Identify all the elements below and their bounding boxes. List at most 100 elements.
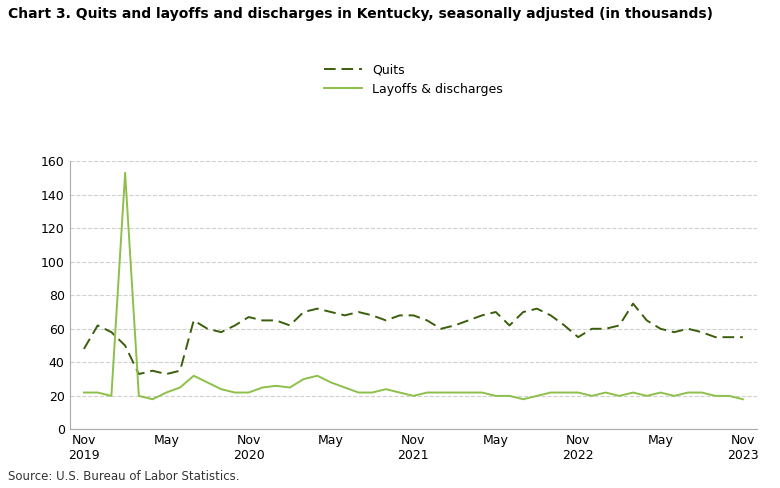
Quits <box>285 323 295 328</box>
Layoffs & discharges <box>629 389 638 395</box>
Layoffs & discharges <box>285 385 295 390</box>
Quits <box>340 312 349 318</box>
Layoffs & discharges <box>573 389 583 395</box>
Quits <box>381 318 391 324</box>
Layoffs & discharges <box>697 389 707 395</box>
Quits <box>683 326 693 332</box>
Layoffs & discharges <box>257 385 267 390</box>
Text: Source: U.S. Bureau of Labor Statistics.: Source: U.S. Bureau of Labor Statistics. <box>8 470 239 483</box>
Quits <box>409 312 418 318</box>
Quits <box>176 368 185 374</box>
Quits <box>313 305 322 311</box>
Quits <box>423 318 432 324</box>
Quits <box>505 323 514 328</box>
Layoffs & discharges <box>189 373 198 379</box>
Quits <box>629 301 638 306</box>
Layoffs & discharges <box>326 380 335 386</box>
Layoffs & discharges <box>176 385 185 390</box>
Layoffs & discharges <box>217 386 226 392</box>
Quits <box>450 323 459 328</box>
Quits <box>367 312 377 318</box>
Layoffs & discharges <box>395 389 404 395</box>
Quits <box>217 329 226 335</box>
Quits <box>107 329 116 335</box>
Layoffs & discharges <box>463 389 473 395</box>
Legend: Quits, Layoffs & discharges: Quits, Layoffs & discharges <box>324 63 502 96</box>
Quits <box>519 309 528 315</box>
Quits <box>257 318 267 324</box>
Quits <box>80 346 89 352</box>
Layoffs & discharges <box>244 389 254 395</box>
Quits <box>244 314 254 320</box>
Quits <box>436 326 445 332</box>
Layoffs & discharges <box>505 393 514 399</box>
Layoffs & discharges <box>532 393 541 399</box>
Layoffs & discharges <box>80 389 89 395</box>
Text: Chart 3. Quits and layoffs and discharges in Kentucky, seasonally adjusted (in t: Chart 3. Quits and layoffs and discharge… <box>8 7 713 21</box>
Layoffs & discharges <box>271 383 281 389</box>
Quits <box>230 323 239 328</box>
Quits <box>326 309 335 315</box>
Quits <box>463 318 473 324</box>
Layoffs & discharges <box>477 389 487 395</box>
Quits <box>642 318 651 324</box>
Quits <box>477 312 487 318</box>
Layoffs & discharges <box>423 389 432 395</box>
Quits <box>711 334 720 340</box>
Layoffs & discharges <box>546 389 555 395</box>
Line: Quits: Quits <box>84 304 743 374</box>
Layoffs & discharges <box>642 393 651 399</box>
Layoffs & discharges <box>381 386 391 392</box>
Layoffs & discharges <box>313 373 322 379</box>
Layoffs & discharges <box>738 396 747 402</box>
Layoffs & discharges <box>230 389 239 395</box>
Layoffs & discharges <box>203 380 212 386</box>
Quits <box>354 309 363 315</box>
Line: Layoffs & discharges: Layoffs & discharges <box>84 173 743 399</box>
Layoffs & discharges <box>134 393 144 399</box>
Quits <box>725 334 734 340</box>
Layoffs & discharges <box>615 393 624 399</box>
Layoffs & discharges <box>491 393 501 399</box>
Layoffs & discharges <box>354 389 363 395</box>
Quits <box>395 312 404 318</box>
Layoffs & discharges <box>725 393 734 399</box>
Layoffs & discharges <box>340 385 349 390</box>
Layoffs & discharges <box>601 389 610 395</box>
Layoffs & discharges <box>93 389 102 395</box>
Layoffs & discharges <box>656 389 665 395</box>
Layoffs & discharges <box>161 389 171 395</box>
Quits <box>161 371 171 377</box>
Quits <box>738 334 747 340</box>
Layoffs & discharges <box>367 389 377 395</box>
Layoffs & discharges <box>560 389 569 395</box>
Quits <box>93 323 102 328</box>
Layoffs & discharges <box>587 393 597 399</box>
Quits <box>491 309 501 315</box>
Quits <box>203 326 212 332</box>
Quits <box>656 326 665 332</box>
Quits <box>615 323 624 328</box>
Quits <box>532 305 541 311</box>
Quits <box>560 323 569 328</box>
Quits <box>587 326 597 332</box>
Quits <box>299 309 308 315</box>
Quits <box>546 312 555 318</box>
Quits <box>189 318 198 324</box>
Layoffs & discharges <box>107 393 116 399</box>
Quits <box>601 326 610 332</box>
Quits <box>148 368 158 374</box>
Layoffs & discharges <box>669 393 679 399</box>
Quits <box>271 318 281 324</box>
Quits <box>697 329 707 335</box>
Layoffs & discharges <box>120 170 129 176</box>
Layoffs & discharges <box>519 396 528 402</box>
Quits <box>573 334 583 340</box>
Layoffs & discharges <box>683 389 693 395</box>
Layoffs & discharges <box>299 376 308 382</box>
Quits <box>120 343 129 348</box>
Layoffs & discharges <box>450 389 459 395</box>
Quits <box>669 329 679 335</box>
Layoffs & discharges <box>436 389 445 395</box>
Layoffs & discharges <box>148 396 158 402</box>
